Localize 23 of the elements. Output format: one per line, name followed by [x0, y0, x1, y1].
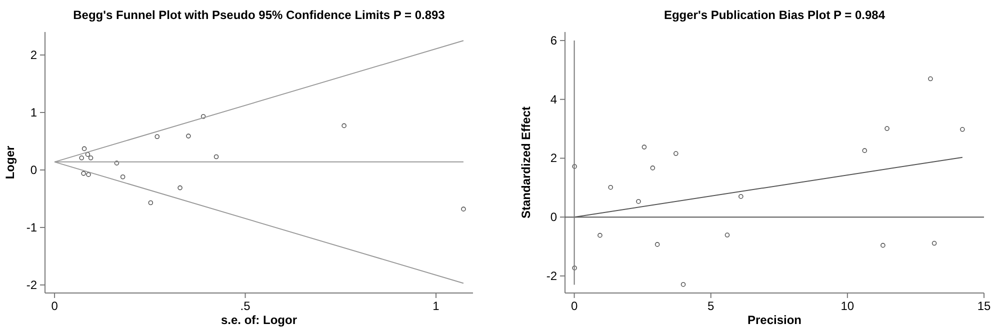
x-tick-label: 1 [432, 299, 440, 313]
y-tick-label: 6 [550, 34, 558, 48]
x-tick-label: 15 [977, 299, 991, 313]
y-tick-label: 0 [550, 210, 558, 224]
y-tick-label: -2 [546, 268, 558, 283]
y-tick-label: 2 [30, 48, 38, 62]
x-tick-label: 5 [708, 299, 715, 313]
y-axis-title: Loger [3, 146, 17, 180]
x-tick-label: 10 [840, 299, 854, 313]
chart-title: Begg's Funnel Plot with Pseudo 95% Confidence Limits P = 0.893 [73, 8, 446, 22]
x-axis-title: s.e. of: Logor [221, 313, 298, 327]
x-tick-label: 0 [570, 299, 578, 313]
x-axis-title: Precision [747, 313, 802, 327]
y-tick-label: -1 [26, 220, 38, 234]
y-tick-label: 2 [550, 151, 558, 166]
y-axis-title: Standardized Effect [519, 106, 533, 219]
x-tick-label: .5 [240, 299, 251, 313]
chart-title: Egger's Publication Bias Plot P = 0.984 [664, 8, 886, 22]
y-tick-label: 1 [30, 105, 38, 120]
x-tick-label: 0 [51, 299, 58, 313]
y-tick-label: -2 [26, 278, 38, 292]
y-tick-label: 0 [30, 162, 38, 177]
y-tick-label: 4 [550, 92, 558, 106]
